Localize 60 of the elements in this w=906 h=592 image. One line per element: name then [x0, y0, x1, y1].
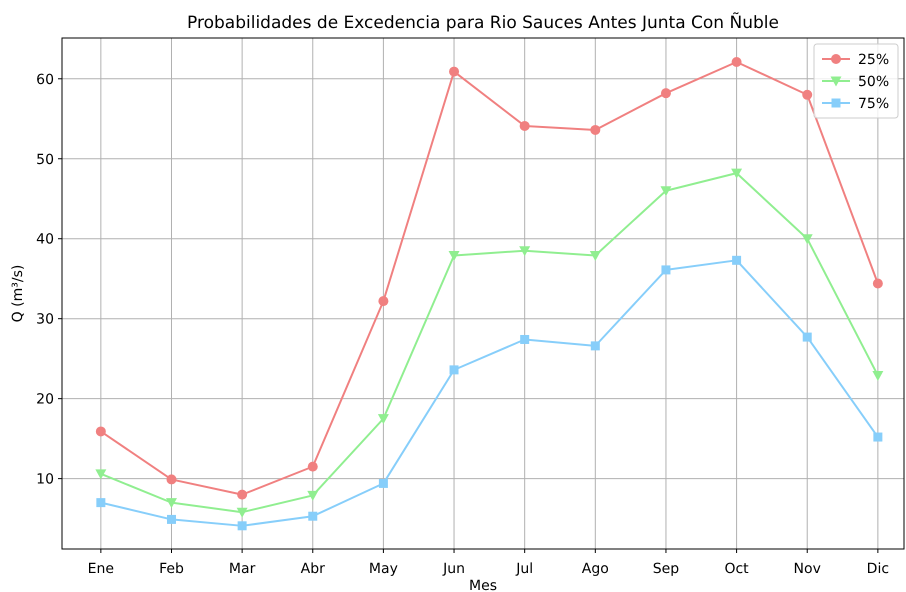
point: [802, 234, 813, 244]
x-tick-label: May: [368, 561, 398, 577]
x-tick-label: Abr: [300, 561, 326, 577]
point: [520, 334, 530, 344]
y-tick-label: 10: [36, 472, 54, 488]
point: [308, 462, 318, 472]
point: [872, 278, 883, 289]
point: [166, 498, 177, 508]
chart-title: Probabilidades de Excedencia para Rio Sauces Antes Junta Con Ñuble: [187, 12, 779, 33]
point: [378, 478, 388, 488]
point: [519, 246, 530, 256]
point: [166, 514, 176, 524]
x-tick-label: Dic: [866, 561, 890, 577]
point: [448, 251, 460, 262]
point: [872, 370, 884, 381]
point: [166, 474, 176, 484]
x-tick-label: Jul: [515, 561, 534, 577]
x-tick-label: Mar: [228, 561, 256, 577]
x-tick-label: Nov: [794, 561, 821, 577]
point: [378, 414, 389, 424]
y-tick-label: 50: [36, 152, 54, 168]
point: [236, 508, 248, 518]
point: [660, 186, 672, 196]
x-tick-label: Feb: [159, 561, 184, 577]
point: [590, 341, 600, 350]
x-tick-label: Jun: [442, 561, 465, 577]
point: [661, 265, 670, 274]
y-axis-title: Q (m³/s): [10, 264, 26, 322]
point: [238, 521, 247, 530]
y-tick-label: 20: [36, 392, 54, 408]
point: [732, 256, 742, 265]
point: [520, 120, 530, 131]
point: [96, 426, 106, 436]
point: [450, 365, 459, 374]
point: [449, 66, 460, 77]
point: [731, 168, 742, 179]
x-tick-label: Sep: [652, 561, 680, 577]
legend-label: 25%: [858, 52, 890, 68]
x-tick-label: Oct: [724, 561, 750, 577]
legend-label: 50%: [858, 74, 890, 90]
point: [802, 332, 812, 342]
y-tick-label: 30: [36, 312, 54, 328]
y-tick-label: 60: [36, 72, 54, 88]
x-tick-label: Ago: [582, 561, 609, 577]
point: [307, 490, 318, 501]
point: [590, 251, 601, 262]
x-tick-label: Ene: [88, 561, 114, 577]
point: [308, 512, 318, 521]
x-axis-title: Mes: [469, 578, 497, 592]
point: [590, 124, 600, 135]
point: [660, 88, 671, 98]
point: [732, 56, 742, 67]
point: [96, 498, 106, 508]
point: [95, 469, 106, 480]
point: [802, 90, 812, 100]
legend-label: 75%: [858, 96, 890, 112]
point: [378, 296, 388, 306]
point: [237, 490, 248, 500]
point: [873, 432, 882, 442]
y-tick-label: 40: [36, 232, 54, 248]
